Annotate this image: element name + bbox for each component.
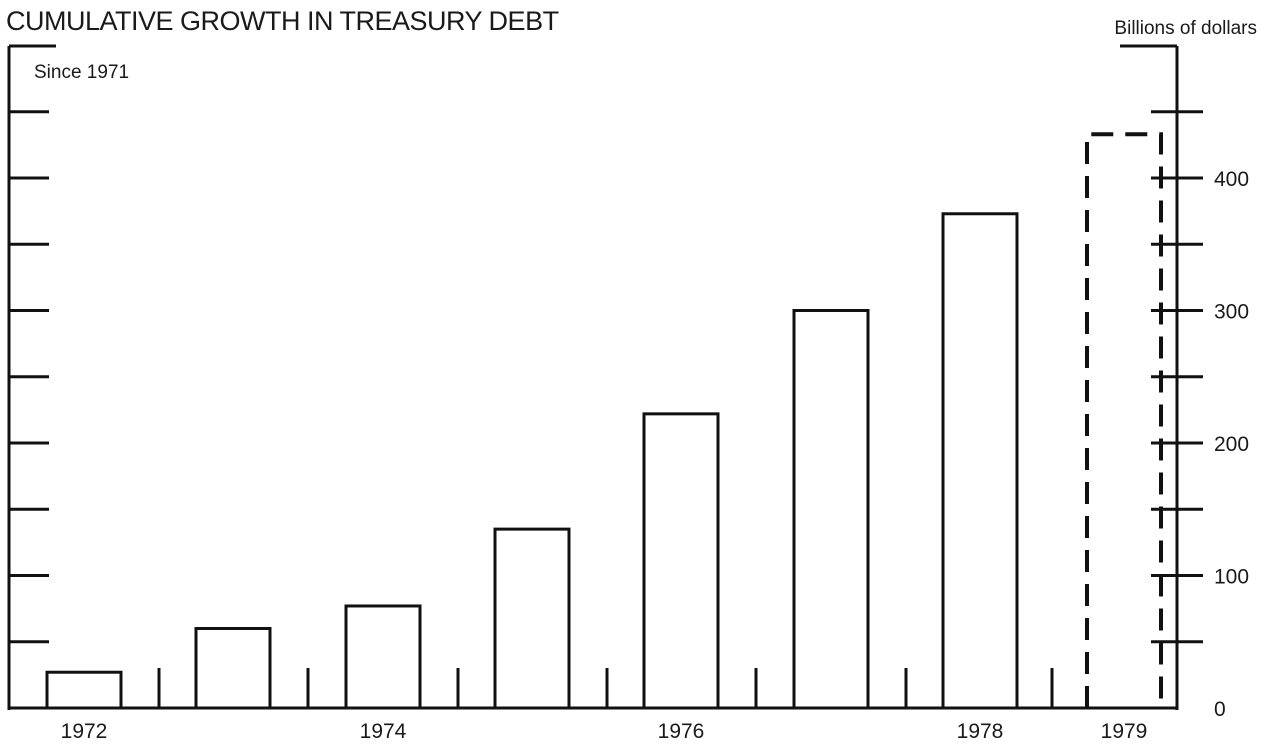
bar-1975: [493, 527, 571, 710]
bar-1978: [941, 212, 1019, 710]
x-tick-label: 1976: [658, 720, 705, 743]
y-tick-label: 0: [1214, 698, 1226, 721]
y-axis-label: Billions of dollars: [1114, 18, 1257, 39]
bar-1976: [642, 412, 720, 710]
y-tick-label: 300: [1214, 301, 1249, 324]
y-tick-label: 100: [1214, 566, 1249, 589]
x-tick-label: 1979: [1101, 720, 1148, 743]
x-tick-label: 1974: [360, 720, 407, 743]
bar-1973: [194, 627, 272, 710]
chart-title: CUMULATIVE GROWTH IN TREASURY DEBT: [6, 6, 559, 36]
bar-1972: [45, 670, 123, 710]
bar-1977: [792, 309, 870, 710]
bar-1979-projected: [1085, 132, 1163, 708]
x-tick-label: 1972: [61, 720, 108, 743]
y-tick-label: 400: [1214, 168, 1249, 191]
x-tick-label: 1978: [957, 720, 1004, 743]
y-tick-label: 200: [1214, 433, 1249, 456]
chart-subtitle: Since 1971: [34, 62, 130, 83]
bar-1974: [344, 604, 422, 710]
